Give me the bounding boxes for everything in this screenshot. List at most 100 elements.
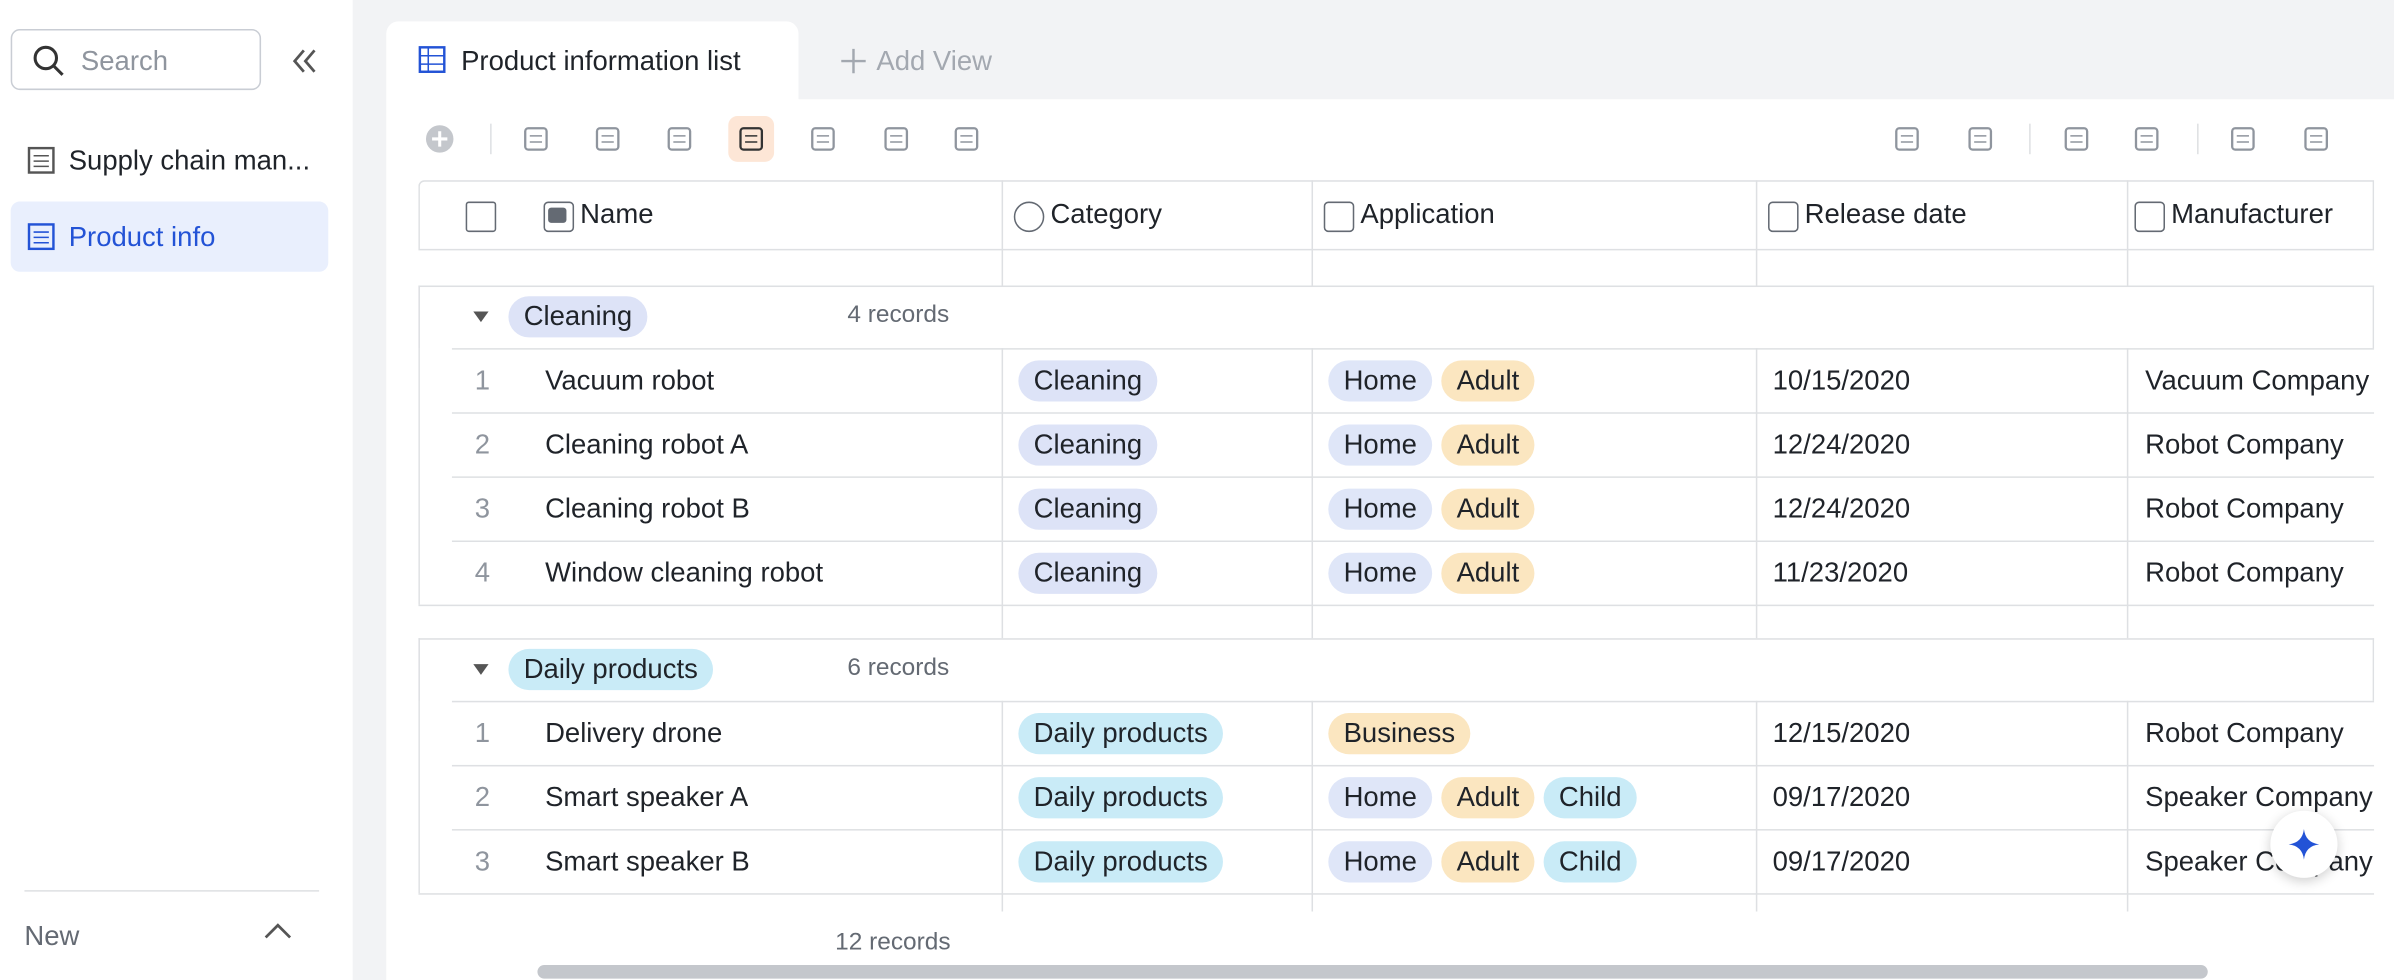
nav-label: Product info — [68, 221, 216, 252]
date-cell: 09/17/2020 — [1772, 845, 1911, 877]
tag: Business — [1328, 713, 1471, 755]
group-toggle[interactable] — [473, 311, 489, 323]
column-divider — [1001, 180, 1004, 912]
column-divider — [2126, 180, 2129, 912]
tag: Cleaning — [1018, 424, 1158, 466]
toolbar-button[interactable] — [417, 116, 463, 162]
name-cell: Smart speaker B — [545, 845, 750, 877]
toolbar-button[interactable] — [728, 116, 775, 162]
manufacturer-cell: Robot Company — [2145, 429, 2344, 460]
toolbar-button[interactable] — [873, 116, 919, 162]
manufacturer-cell: Robot Company — [2145, 717, 2344, 749]
tab-label: Product information list — [461, 45, 741, 77]
column-divider — [1311, 180, 1314, 912]
tag: Home — [1328, 841, 1433, 883]
tag: Adult — [1441, 360, 1535, 402]
header-row — [418, 180, 2375, 251]
table-icon — [27, 223, 55, 251]
toolbar-button[interactable] — [2220, 116, 2266, 162]
tag: Home — [1328, 777, 1433, 819]
search-box[interactable]: Search — [10, 29, 262, 91]
toolbar-icon — [425, 125, 454, 153]
manufacturer-cell: Speaker Company — [2145, 781, 2373, 813]
new-button[interactable]: New — [24, 920, 80, 952]
row-index: 1 — [474, 717, 491, 749]
date-cell: 12/15/2020 — [1772, 717, 1911, 749]
scrollbar[interactable] — [537, 964, 2208, 979]
add-view[interactable]: Add View — [876, 45, 992, 77]
tag: Home — [1328, 360, 1433, 402]
column-header[interactable]: Name — [580, 198, 654, 230]
toolbar-button[interactable] — [2293, 116, 2339, 162]
group-count: 4 records — [847, 302, 950, 329]
toolbar-button[interactable] — [2054, 116, 2100, 162]
group-toggle[interactable] — [473, 664, 489, 675]
manufacturer-cell: Speaker Company — [2145, 845, 2373, 877]
column-header[interactable]: Manufacturer — [2171, 198, 2334, 230]
toolbar-button[interactable] — [944, 116, 990, 162]
date-cell: 11/23/2020 — [1772, 557, 1909, 588]
column-header[interactable]: Release date — [1804, 198, 1967, 230]
row-index: 3 — [474, 845, 491, 877]
row-border — [451, 540, 2375, 543]
search-placeholder: Search — [80, 45, 169, 77]
chevron-up[interactable] — [263, 921, 294, 942]
tag: Daily products — [1018, 713, 1224, 755]
table-footer: 12 records — [386, 911, 2394, 980]
tag: Home — [1328, 552, 1433, 594]
date-cell: 09/17/2020 — [1772, 781, 1911, 813]
date-cell: 10/15/2020 — [1772, 364, 1911, 396]
toolbar-button[interactable] — [800, 116, 846, 162]
table: Name Category Application Release date Manuf… — [418, 180, 2375, 912]
toolbar-button[interactable] — [657, 116, 703, 162]
record-count: 12 records — [835, 929, 951, 956]
tag: Cleaning — [1018, 360, 1158, 402]
divider — [24, 890, 320, 892]
column-header[interactable]: Category — [1050, 198, 1162, 230]
group-header — [418, 638, 2375, 701]
nav-item[interactable]: Product info — [10, 201, 329, 272]
tag: Cleaning — [1018, 552, 1158, 594]
toolbar-button[interactable] — [1957, 116, 2003, 162]
tag: Adult — [1441, 488, 1535, 530]
toolbar-icon — [884, 127, 909, 151]
toolbar-icon — [739, 127, 764, 151]
collapse-button[interactable] — [290, 46, 321, 77]
date-cell: 12/24/2020 — [1772, 493, 1911, 524]
row-index: 2 — [474, 429, 491, 460]
plus-icon — [841, 48, 866, 74]
column-divider — [1755, 180, 1758, 912]
toolbar-icon — [954, 127, 979, 151]
tag: Adult — [1441, 841, 1535, 883]
name-cell: Delivery drone — [545, 717, 723, 749]
toolbar-icon — [1895, 127, 1919, 151]
tag: Adult — [1441, 777, 1535, 819]
row-border — [451, 829, 2375, 831]
name-cell: Vacuum robot — [545, 364, 715, 396]
toolbar-divider — [490, 123, 492, 155]
row-border — [451, 700, 2375, 703]
tag: Cleaning — [508, 296, 648, 338]
nav-item[interactable]: Supply chain man... — [11, 125, 329, 195]
manufacturer-cell: Vacuum Company — [2145, 364, 2370, 396]
toolbar-icon — [811, 127, 835, 151]
row-index: 2 — [474, 781, 491, 813]
name-cell: Smart speaker A — [545, 781, 749, 813]
toolbar-button[interactable] — [513, 116, 559, 162]
group-left-border — [418, 285, 420, 605]
toolbar-button[interactable] — [2124, 116, 2170, 162]
tag: Home — [1328, 488, 1433, 530]
column-header[interactable]: Application — [1360, 198, 1495, 230]
toolbar-button[interactable] — [585, 116, 631, 162]
checkbox[interactable] — [465, 201, 497, 233]
group-left-border — [418, 638, 420, 894]
toolbar-icon — [524, 127, 548, 151]
group-bottom — [418, 604, 2375, 607]
view-tab[interactable]: Product information list — [386, 21, 799, 101]
ai-button[interactable] — [2270, 810, 2338, 878]
row-border — [451, 476, 2375, 478]
name-cell: Cleaning robot B — [545, 493, 750, 524]
toolbar-button[interactable] — [1884, 116, 1930, 162]
row-border — [451, 764, 2375, 767]
tag: Cleaning — [1018, 488, 1158, 530]
